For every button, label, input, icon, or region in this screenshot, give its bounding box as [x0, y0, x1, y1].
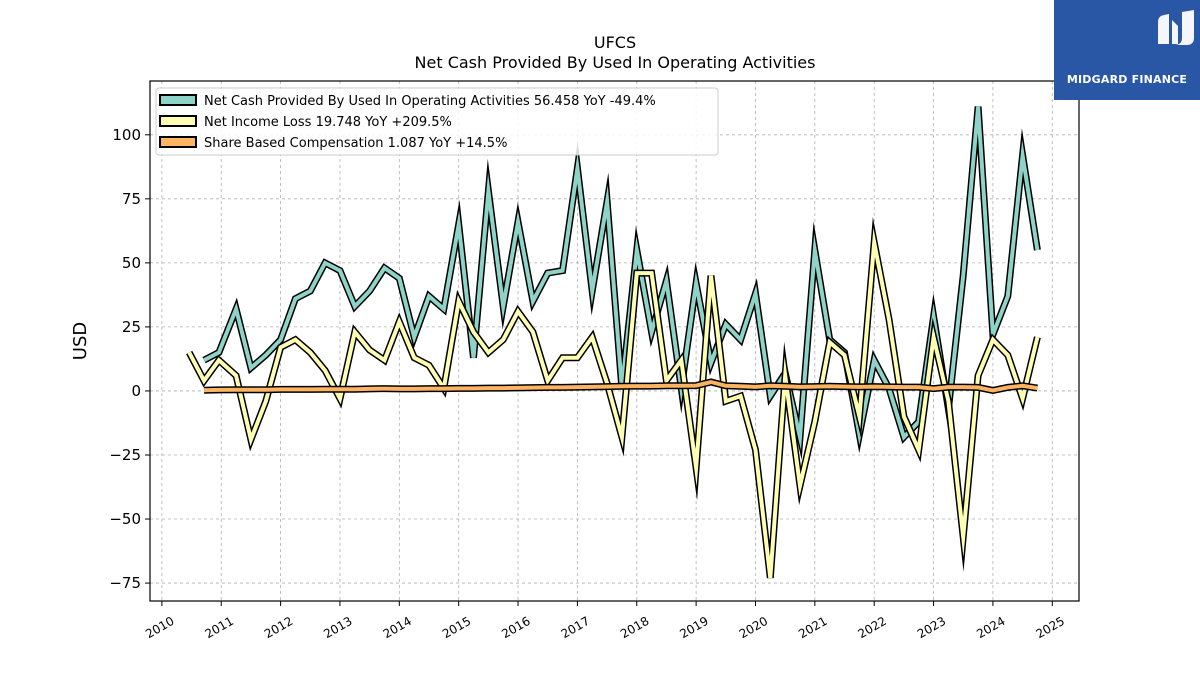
chart-subtitle: Net Cash Provided By Used In Operating A… — [415, 53, 816, 72]
logo-text: MIDGARD FINANCE — [1066, 73, 1188, 86]
legend-label: Net Cash Provided By Used In Operating A… — [204, 94, 656, 109]
x-tick-label: 2017 — [559, 614, 592, 641]
y-tick-label: −75 — [109, 574, 141, 592]
y-tick-label: −25 — [109, 446, 141, 464]
chart-title: UFCS — [594, 33, 636, 52]
x-tick-label: 2016 — [499, 614, 532, 641]
series-line-1 — [187, 227, 1040, 579]
y-tick-label: 100 — [112, 126, 141, 144]
y-tick-label: 75 — [122, 190, 141, 208]
x-tick-label: 2019 — [677, 614, 710, 641]
legend-swatch — [159, 136, 197, 148]
x-tick-label: 2014 — [381, 614, 414, 641]
x-tick-label: 2021 — [796, 614, 829, 641]
midgard-finance-logo: MIDGARD FINANCE — [1054, 0, 1200, 100]
x-tick-label: 2020 — [737, 614, 770, 641]
x-tick-label: 2010 — [143, 614, 176, 641]
x-tick-label: 2022 — [855, 614, 888, 641]
y-tick-label: 25 — [122, 318, 141, 336]
x-tick-label: 2015 — [440, 614, 473, 641]
logo-mark-icon — [1158, 10, 1194, 45]
legend-label: Share Based Compensation 1.087 YoY +14.5… — [204, 136, 507, 151]
x-tick-label: 2013 — [321, 614, 354, 641]
x-tick-label: 2011 — [203, 614, 236, 641]
legend-label: Net Income Loss 19.748 YoY +209.5% — [204, 115, 452, 130]
y-axis-label: USD — [70, 322, 91, 360]
x-tick-label: 2012 — [262, 614, 295, 641]
x-tick-label: 2023 — [915, 614, 948, 641]
series-layer — [186, 106, 1041, 579]
series-line-2 — [203, 379, 1038, 393]
x-tick-label: 2024 — [974, 614, 1007, 641]
y-tick-label: 0 — [131, 382, 141, 400]
legend-box — [155, 87, 719, 156]
legend-swatch — [159, 115, 197, 127]
legend-swatch — [159, 94, 197, 106]
legend: Net Cash Provided By Used In Operating A… — [155, 87, 719, 156]
x-tick-label: 2025 — [1034, 614, 1067, 641]
x-tick-label: 2018 — [618, 614, 651, 641]
plot-frame — [149, 80, 1080, 602]
y-tick-label: −50 — [109, 510, 141, 528]
y-tick-label: 50 — [122, 254, 141, 272]
